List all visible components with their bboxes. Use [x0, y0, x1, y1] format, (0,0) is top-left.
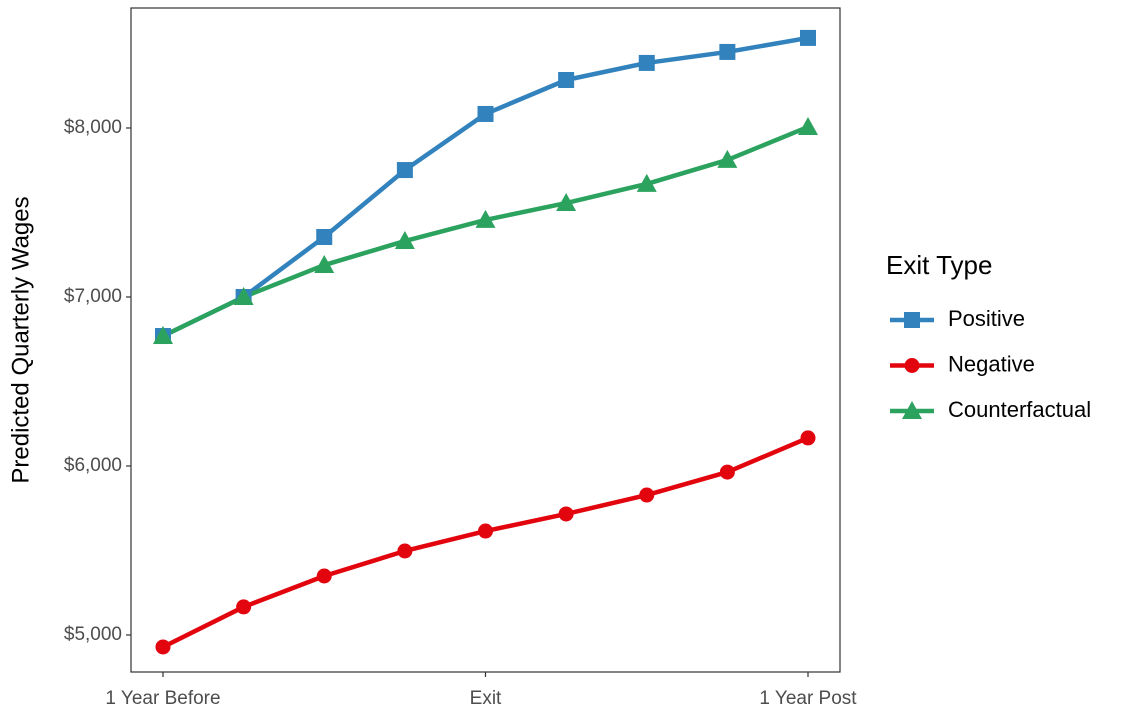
data-point	[719, 464, 735, 480]
data-point	[558, 71, 575, 88]
data-point	[477, 105, 494, 122]
data-point	[155, 639, 171, 655]
x-tick-label: 1 Year Before	[105, 688, 220, 709]
data-point	[638, 54, 655, 71]
legend-label: Positive	[948, 306, 1025, 331]
x-tick-label: 1 Year Post	[759, 688, 857, 709]
data-point	[314, 255, 335, 274]
data-point	[798, 116, 818, 135]
legend-marker	[902, 401, 922, 419]
legend-title: Exit Type	[886, 250, 992, 280]
data-point	[636, 173, 657, 192]
y-tick-label: $6,000	[64, 455, 122, 476]
data-point	[639, 487, 655, 503]
y-tick-label: $7,000	[64, 286, 122, 307]
data-point	[478, 523, 493, 539]
data-point	[233, 286, 254, 305]
data-point	[558, 506, 574, 522]
data-point	[800, 29, 816, 46]
data-point	[800, 430, 816, 446]
data-point	[556, 193, 577, 212]
data-point	[153, 326, 173, 345]
series-line	[161, 435, 809, 650]
series-line	[162, 124, 809, 339]
y-tick-label: $8,000	[64, 117, 122, 138]
legend-marker	[904, 312, 920, 328]
legend-label: Counterfactual	[948, 397, 1091, 422]
data-point	[717, 149, 738, 168]
data-point	[316, 568, 332, 584]
data-point	[719, 43, 736, 60]
legend-label: Negative	[948, 351, 1035, 376]
data-point	[316, 228, 333, 245]
data-point	[397, 543, 413, 559]
data-point	[236, 599, 252, 615]
y-tick-label: $5,000	[64, 624, 122, 645]
data-point	[394, 231, 415, 250]
y-axis-label: Predicted Quarterly Wages	[7, 196, 34, 483]
legend-marker	[904, 358, 920, 373]
data-point	[396, 162, 413, 179]
data-point	[475, 209, 496, 228]
x-tick-label: Exit	[470, 688, 502, 709]
